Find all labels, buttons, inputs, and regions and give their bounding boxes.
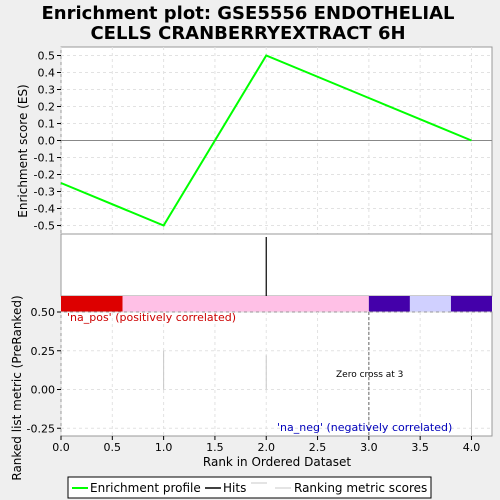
pos-correlated-label: 'na_pos' (positively correlated) bbox=[67, 311, 236, 324]
es-y-label: Enrichment score (ES) bbox=[16, 84, 30, 217]
x-axis-label: Rank in Ordered Dataset bbox=[203, 455, 351, 469]
metric-y-tick-label-2: 0.00 bbox=[31, 384, 56, 397]
metric-bars bbox=[163, 350, 472, 436]
rank-color-bar bbox=[61, 296, 492, 312]
legend-hits-label: Hits bbox=[223, 481, 246, 495]
es-y-tick-label-7: -0.2 bbox=[34, 169, 55, 182]
legend-metric-label: Ranking metric scores bbox=[294, 481, 427, 495]
x-tick-label-4: 2.0 bbox=[257, 441, 275, 454]
es-y-tick-label-9: -0.4 bbox=[34, 203, 55, 216]
metric-y-axis: 0.50 0.25 0.00 -0.25 bbox=[27, 306, 61, 435]
es-y-tick-label-6: -0.1 bbox=[34, 152, 55, 165]
legend-box bbox=[67, 476, 432, 499]
metric-y-label: Ranked list metric (PreRanked) bbox=[10, 295, 24, 480]
color-bar-segment-1 bbox=[122, 296, 369, 312]
es-y-tick-label-3: 0.2 bbox=[38, 101, 56, 114]
x-tick-label-2: 1.0 bbox=[155, 441, 173, 454]
es-y-tick-label-5: 0.0 bbox=[38, 135, 56, 148]
es-gridlines bbox=[60, 47, 492, 234]
chart-title-line-1: Enrichment plot: GSE5556 ENDOTHELIAL bbox=[42, 3, 455, 24]
hits-panel bbox=[60, 233, 493, 297]
x-tick-label-6: 3.0 bbox=[360, 441, 378, 454]
es-y-tick-label-10: -0.5 bbox=[34, 220, 55, 233]
legend-profile-label: Enrichment profile bbox=[90, 481, 201, 495]
color-bar-segment-4 bbox=[450, 296, 492, 312]
chart-title-line-2: CELLS CRANBERRYEXTRACT 6H bbox=[90, 23, 405, 44]
es-y-tick-label-8: -0.3 bbox=[34, 186, 55, 199]
color-bar-segment-3 bbox=[409, 296, 451, 312]
es-y-tick-label-2: 0.3 bbox=[38, 84, 56, 97]
color-bar-segment-0 bbox=[61, 296, 123, 312]
enrichment-profile-line bbox=[60, 54, 472, 227]
es-y-tick-label-1: 0.4 bbox=[38, 67, 56, 80]
metric-y-tick-label-0: 0.50 bbox=[31, 306, 56, 319]
x-tick-label-8: 4.0 bbox=[463, 441, 481, 454]
x-tick-label-7: 3.5 bbox=[411, 441, 429, 454]
metric-y-tick-label-3: -0.25 bbox=[27, 422, 55, 435]
metric-y-tick-label-1: 0.25 bbox=[31, 345, 56, 358]
neg-correlated-label: 'na_neg' (negatively correlated) bbox=[277, 421, 452, 434]
es-y-tick-label-0: 0.5 bbox=[38, 50, 56, 63]
es-y-tick-label-4: 0.1 bbox=[38, 118, 56, 131]
x-axis: 0.0 0.5 1.0 1.5 2.0 2.5 3.0 3.5 4.0 bbox=[52, 436, 480, 454]
x-tick-label-3: 1.5 bbox=[206, 441, 224, 454]
color-bar-segment-2 bbox=[368, 296, 410, 312]
es-y-axis: 0.5 0.4 0.3 0.2 0.1 0.0 -0.1 -0.2 -0.3 -0.4 -0.5 bbox=[34, 50, 61, 233]
x-tick-label-5: 2.5 bbox=[309, 441, 327, 454]
x-tick-label-0: 0.0 bbox=[52, 441, 70, 454]
metric-panel bbox=[60, 311, 493, 437]
zero-cross-label: Zero cross at 3 bbox=[336, 370, 403, 380]
x-tick-label-1: 0.5 bbox=[104, 441, 122, 454]
